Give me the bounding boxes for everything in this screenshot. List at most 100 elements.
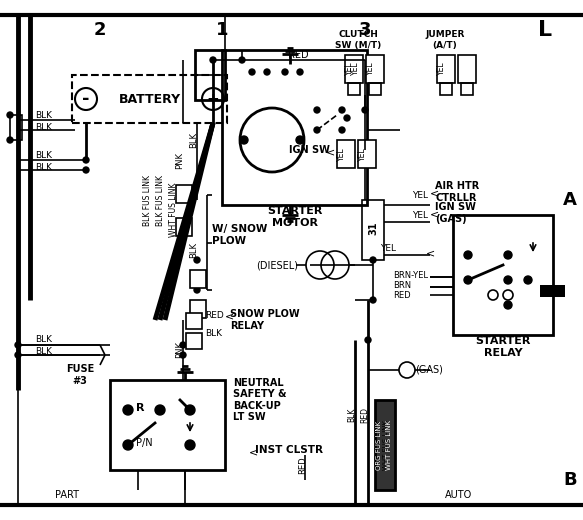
Text: <: < (225, 311, 234, 321)
Text: YEL: YEL (412, 190, 428, 200)
Text: <: < (426, 248, 436, 258)
Circle shape (314, 127, 320, 133)
Bar (190, 270, 206, 288)
Text: BLK: BLK (347, 408, 356, 422)
Text: PNK: PNK (175, 342, 184, 358)
Circle shape (339, 107, 345, 113)
Circle shape (339, 127, 345, 133)
Bar (458, 55, 476, 83)
Text: YEL: YEL (336, 147, 346, 161)
Circle shape (180, 342, 186, 348)
Circle shape (123, 405, 133, 415)
Circle shape (15, 342, 21, 348)
Bar (186, 313, 202, 329)
Text: A: A (563, 191, 577, 209)
Text: BRN: BRN (393, 280, 411, 290)
Circle shape (464, 251, 472, 259)
Text: YEL: YEL (366, 61, 374, 75)
Circle shape (282, 69, 288, 75)
Text: JUMPER
(A/T): JUMPER (A/T) (426, 30, 465, 50)
Bar (222, 50, 367, 205)
Bar (186, 333, 202, 349)
Text: BLK: BLK (205, 329, 222, 337)
Circle shape (15, 352, 21, 358)
Text: STARTER
RELAY: STARTER RELAY (475, 336, 531, 358)
Circle shape (249, 69, 255, 75)
Bar (369, 83, 381, 95)
Circle shape (504, 276, 512, 284)
Text: YEL: YEL (345, 61, 353, 75)
Text: BLK: BLK (35, 150, 52, 160)
Circle shape (155, 405, 165, 415)
Text: FUSE
#3: FUSE #3 (66, 364, 94, 386)
Text: BLK: BLK (35, 123, 52, 132)
Text: IGN SW: IGN SW (289, 145, 330, 155)
Text: PNK: PNK (175, 151, 184, 168)
Text: AIR HTR
CTRLLR: AIR HTR CTRLLR (435, 181, 479, 203)
Text: 31: 31 (368, 221, 378, 235)
Text: PART: PART (55, 490, 79, 500)
Text: L: L (538, 20, 552, 40)
Text: SNOW PLOW
RELAY: SNOW PLOW RELAY (230, 309, 300, 331)
Text: YEL: YEL (412, 211, 428, 219)
Circle shape (194, 287, 200, 293)
Circle shape (83, 157, 89, 163)
Bar (540, 285, 565, 297)
Text: B: B (563, 471, 577, 489)
Text: YEL: YEL (350, 61, 360, 75)
Text: CLUTCH
SW (M/T): CLUTCH SW (M/T) (335, 30, 381, 50)
Circle shape (239, 57, 245, 63)
Text: BLK: BLK (35, 163, 52, 172)
Text: +: + (206, 92, 219, 107)
Text: -: - (82, 90, 90, 108)
Text: RED: RED (205, 310, 224, 319)
Circle shape (297, 69, 303, 75)
Text: W/ SNOW
PLOW: W/ SNOW PLOW (212, 224, 268, 246)
Text: 3: 3 (359, 21, 371, 39)
Text: RED: RED (393, 291, 410, 300)
Text: (GAS): (GAS) (415, 365, 443, 375)
Circle shape (362, 107, 368, 113)
Circle shape (370, 257, 376, 263)
Text: INST CLSTR: INST CLSTR (255, 445, 323, 455)
Text: BRN-YEL: BRN-YEL (393, 270, 428, 280)
Circle shape (180, 352, 186, 358)
Circle shape (504, 251, 512, 259)
Circle shape (365, 337, 371, 343)
Text: RED: RED (298, 456, 307, 474)
Text: NEUTRAL
SAFETY &
BACK-UP
LT SW: NEUTRAL SAFETY & BACK-UP LT SW (233, 378, 286, 422)
Circle shape (264, 69, 270, 75)
Text: <: < (430, 188, 439, 198)
Text: YEL: YEL (437, 61, 445, 75)
Circle shape (240, 136, 248, 144)
Circle shape (314, 107, 320, 113)
Text: BLK: BLK (189, 132, 198, 148)
Circle shape (7, 112, 13, 118)
Bar (437, 55, 455, 83)
Circle shape (7, 137, 13, 143)
Bar (348, 83, 360, 95)
Text: (DIESEL): (DIESEL) (256, 260, 298, 270)
Circle shape (524, 276, 532, 284)
Text: BLK FUS LINK: BLK FUS LINK (156, 175, 164, 226)
Bar (358, 140, 376, 168)
Text: ORG FUS LINK: ORG FUS LINK (376, 421, 382, 470)
Text: WHT FUS LINK: WHT FUS LINK (383, 420, 389, 470)
Text: YEL: YEL (380, 243, 396, 253)
Circle shape (185, 440, 195, 450)
Text: AUTO: AUTO (445, 490, 472, 500)
Circle shape (344, 115, 350, 121)
Bar (337, 140, 355, 168)
Bar (72, 75, 227, 123)
Text: BLK: BLK (35, 335, 52, 345)
Text: BLK: BLK (35, 347, 52, 357)
Text: <: < (249, 447, 258, 457)
Text: IGN SW
(GAS): IGN SW (GAS) (435, 202, 476, 224)
Text: 1: 1 (216, 21, 229, 39)
Bar (366, 55, 384, 83)
Bar (440, 83, 452, 95)
Text: RED: RED (360, 407, 370, 423)
Text: <: < (430, 209, 439, 219)
Bar (345, 55, 363, 83)
Bar (190, 300, 206, 318)
